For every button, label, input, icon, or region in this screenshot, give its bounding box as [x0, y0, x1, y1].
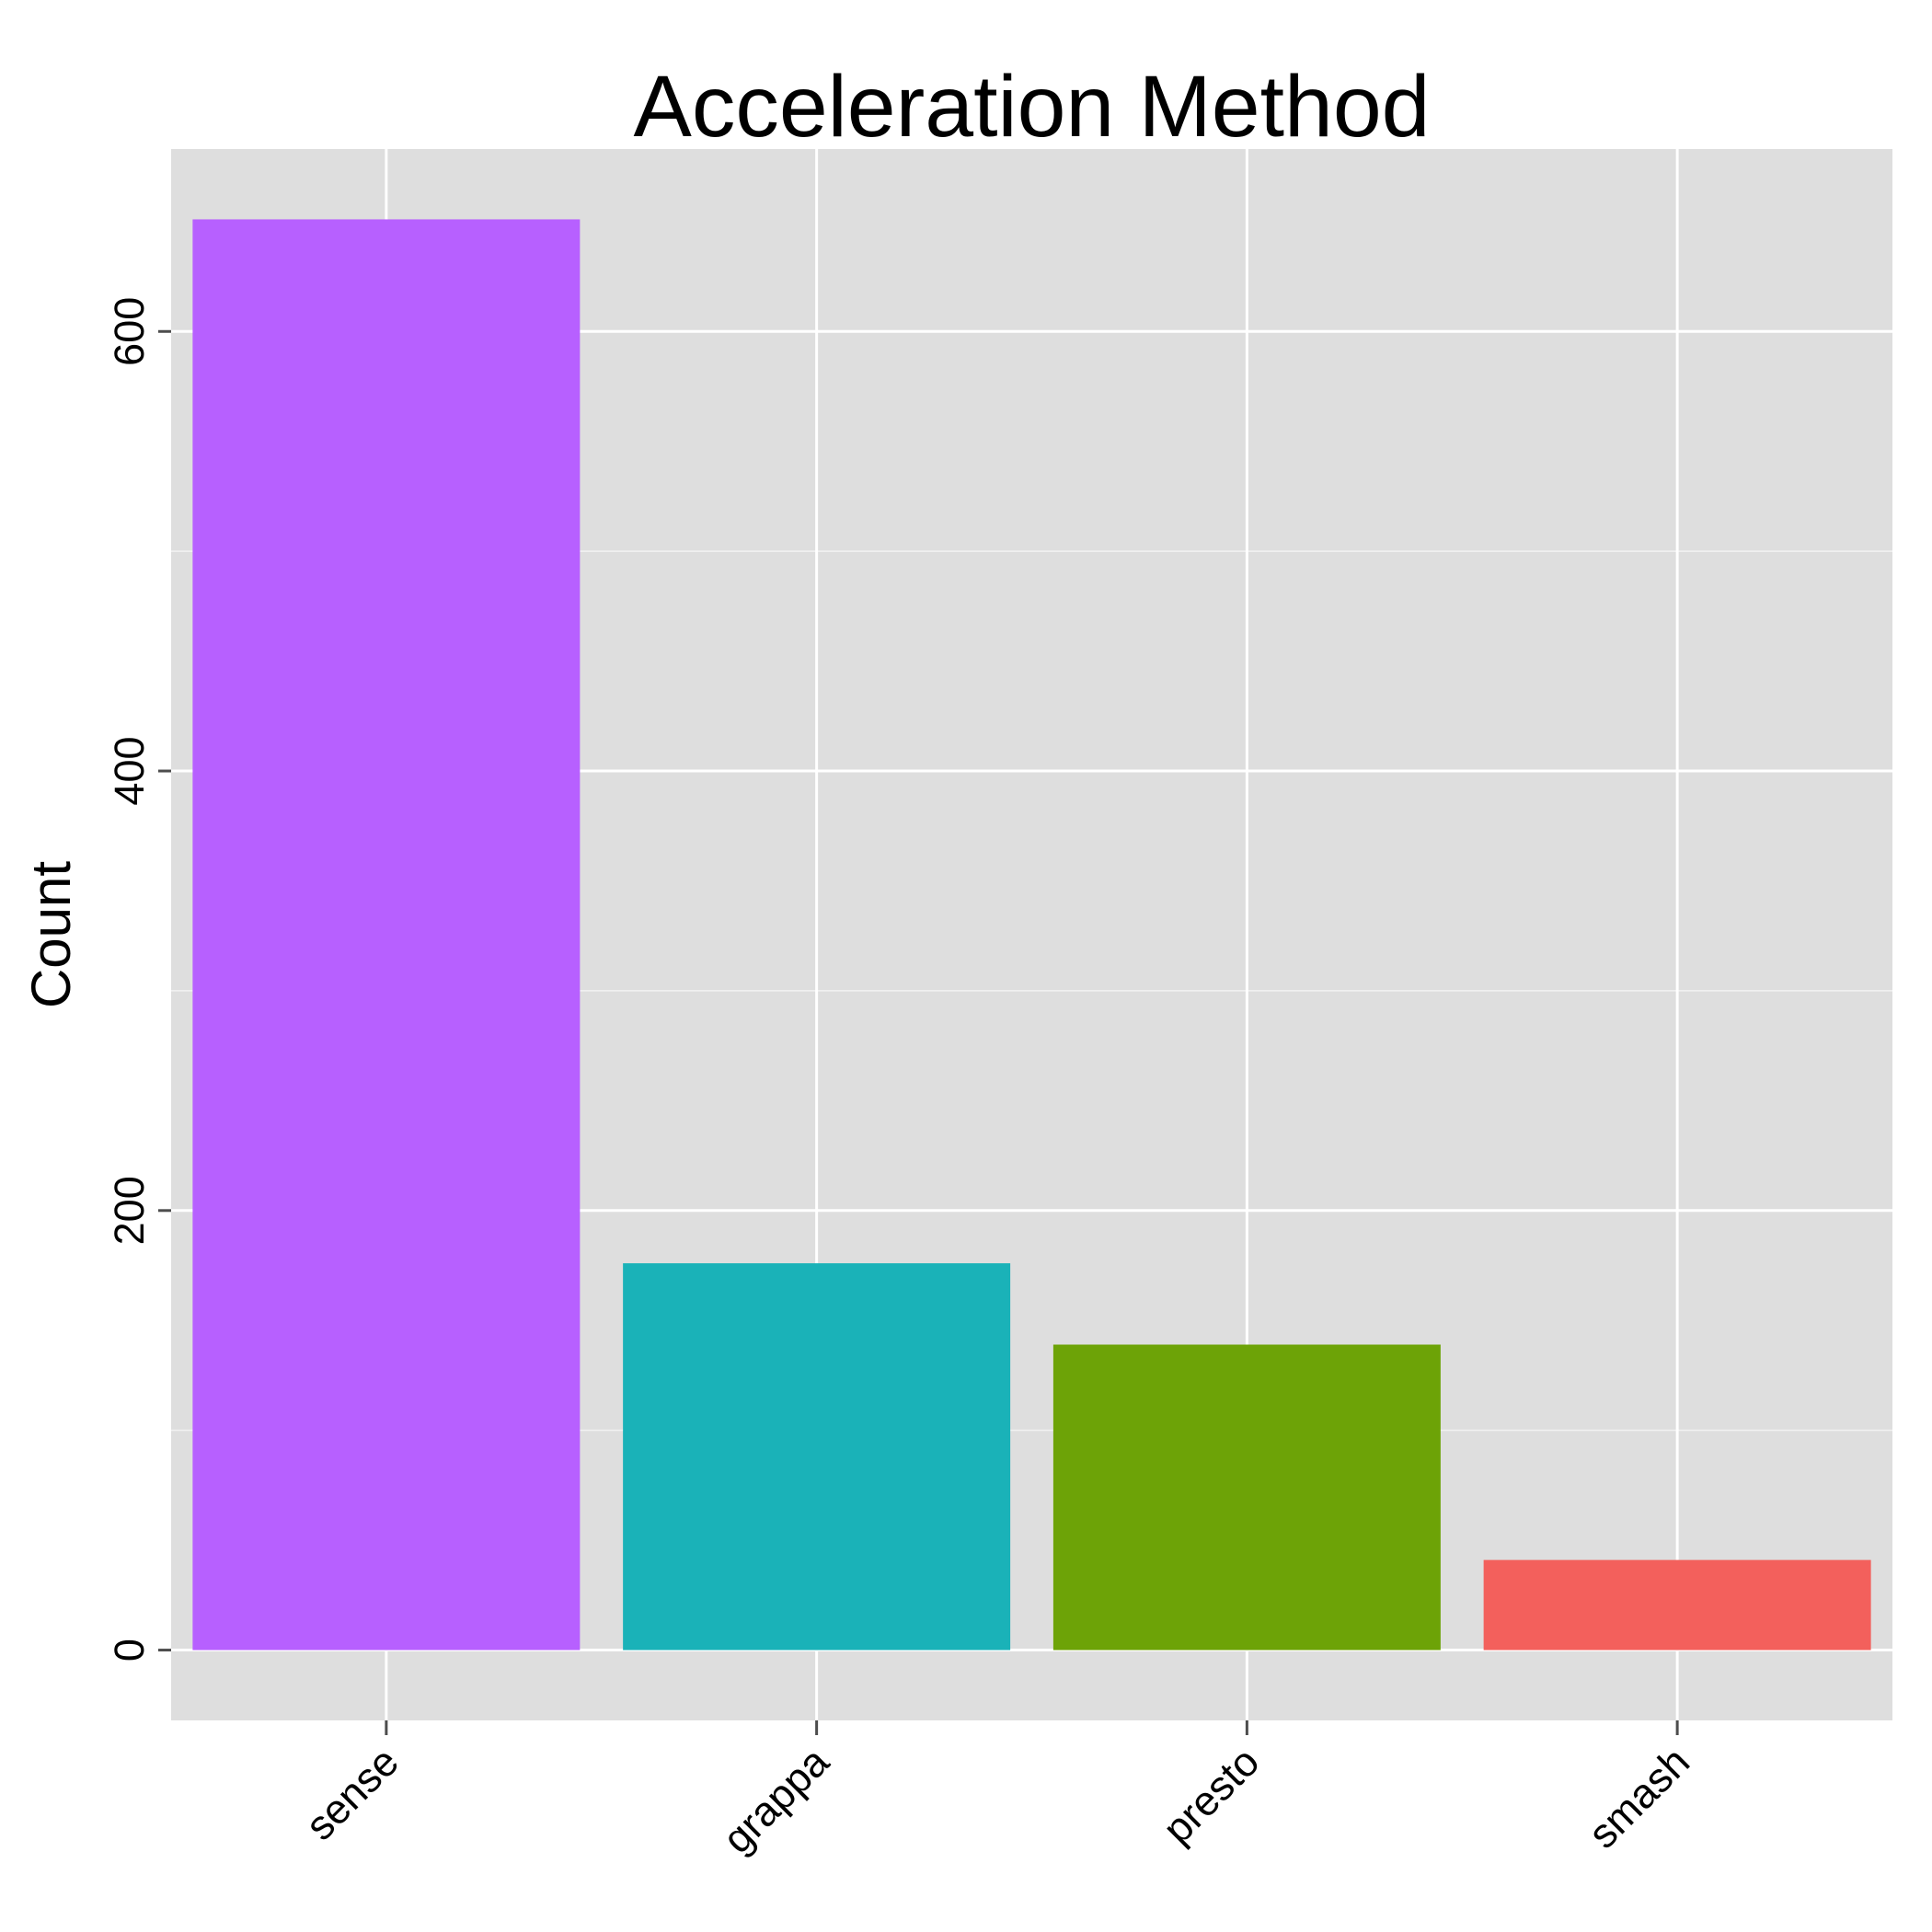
- x-tick-label: sense: [296, 1738, 408, 1849]
- bar-grappa: [623, 1263, 1011, 1650]
- y-tick-label: 200: [106, 1176, 153, 1245]
- x-tick-label: presto: [1154, 1738, 1269, 1853]
- y-tick-label: 0: [106, 1639, 153, 1662]
- chart-title: Acceleration Method: [633, 58, 1430, 155]
- x-tick-label: smash: [1579, 1738, 1698, 1857]
- y-tick-label: 600: [106, 297, 153, 366]
- x-tick-label: grappa: [714, 1737, 839, 1862]
- y-axis-title: Count: [20, 861, 82, 1008]
- bar-presto: [1052, 1344, 1441, 1650]
- y-tick-label: 400: [106, 736, 153, 805]
- bar-sense: [192, 219, 581, 1650]
- bars: [192, 219, 1871, 1650]
- bar-smash: [1483, 1559, 1871, 1650]
